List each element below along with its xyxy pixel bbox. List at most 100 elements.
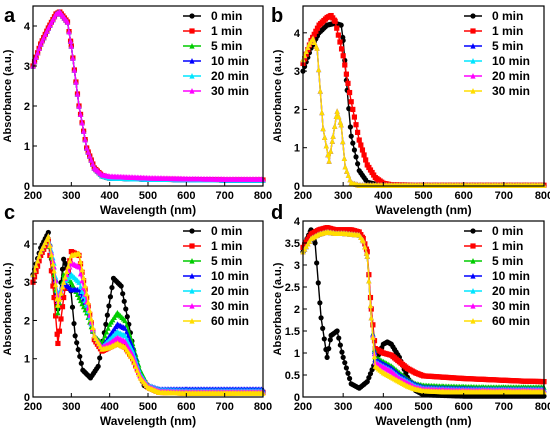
series-group xyxy=(300,225,547,399)
data-point xyxy=(95,363,101,369)
data-point xyxy=(33,54,39,60)
data-point xyxy=(56,296,63,302)
data-point xyxy=(58,289,64,296)
legend-entry: 30 min xyxy=(492,299,530,313)
data-point xyxy=(339,349,345,355)
legend-entry: 0 min xyxy=(492,224,523,238)
legend-entry: 1 min xyxy=(211,239,242,253)
data-point xyxy=(371,353,378,360)
data-point xyxy=(39,37,45,44)
data-point xyxy=(345,80,351,86)
data-point xyxy=(326,158,332,164)
x-tick-label: 300 xyxy=(334,190,352,202)
data-point xyxy=(38,252,44,259)
legend-swatch-marker xyxy=(189,288,195,294)
legend-swatch-marker xyxy=(470,303,476,309)
data-point xyxy=(59,266,66,272)
data-point xyxy=(82,282,88,289)
data-point xyxy=(77,111,84,117)
data-point xyxy=(47,242,53,249)
data-point xyxy=(346,89,353,96)
x-tick-label: 700 xyxy=(215,401,233,413)
legend-entry: 20 min xyxy=(492,284,530,298)
legend-swatch-marker xyxy=(189,43,195,49)
legend-swatch-marker xyxy=(470,243,476,249)
panel-label: d xyxy=(271,202,283,224)
data-point xyxy=(64,19,71,25)
y-axis-title: Absorbance (a.u.) xyxy=(2,49,14,142)
data-point xyxy=(355,129,361,135)
data-point xyxy=(107,294,114,300)
legend-swatch-marker xyxy=(189,13,195,19)
data-point xyxy=(320,125,326,132)
data-point xyxy=(104,328,110,335)
y-tick-label: 2 xyxy=(24,315,30,327)
data-point xyxy=(118,283,124,289)
legend-entry: 30 min xyxy=(492,84,530,98)
data-point xyxy=(38,248,44,255)
data-point xyxy=(131,359,137,366)
data-point xyxy=(90,161,96,167)
x-tick-label: 600 xyxy=(454,401,472,413)
data-point xyxy=(71,320,77,327)
legend-swatch-marker xyxy=(470,28,476,34)
data-point xyxy=(120,291,126,297)
data-point xyxy=(44,236,50,242)
data-point xyxy=(122,317,128,324)
legend-swatch-marker xyxy=(189,258,195,264)
y-tick-label: 3.5 xyxy=(285,238,300,250)
data-point xyxy=(67,38,74,44)
x-tick-label: 600 xyxy=(177,401,195,413)
legend-swatch-marker xyxy=(470,258,476,264)
data-point xyxy=(53,281,59,288)
y-tick-label: 1 xyxy=(24,354,30,366)
data-point xyxy=(325,151,331,158)
data-point xyxy=(90,324,96,330)
data-point xyxy=(367,371,374,377)
data-point xyxy=(41,242,47,249)
data-point xyxy=(70,55,76,61)
data-point xyxy=(324,354,330,360)
y-tick-label: 1.5 xyxy=(285,326,300,338)
data-point xyxy=(356,229,362,235)
data-point xyxy=(41,34,47,41)
legend-swatch-marker xyxy=(470,13,476,19)
data-point xyxy=(341,155,347,162)
data-point xyxy=(350,140,356,146)
data-point xyxy=(84,145,90,151)
data-point xyxy=(348,99,354,105)
data-point xyxy=(76,103,82,109)
legend-entry: 0 min xyxy=(211,224,242,238)
data-point xyxy=(104,312,110,318)
x-tick-label: 200 xyxy=(24,401,42,413)
x-tick-label: 300 xyxy=(62,190,80,202)
data-point xyxy=(362,243,368,250)
data-point xyxy=(77,353,83,360)
y-tick-label: 2.5 xyxy=(285,282,300,294)
x-axis-title: Wavelength (nm) xyxy=(100,414,196,428)
data-point xyxy=(302,242,308,248)
data-point xyxy=(305,44,311,50)
data-point xyxy=(62,285,68,291)
x-tick-label: 500 xyxy=(139,401,157,413)
legend-entry: 5 min xyxy=(492,39,523,53)
data-point xyxy=(88,157,94,163)
y-axis-title: Absorbance (a.u.) xyxy=(272,262,284,355)
x-tick-label: 400 xyxy=(100,190,118,202)
data-point xyxy=(340,138,346,145)
data-point xyxy=(353,122,359,128)
y-tick-label: 2 xyxy=(294,304,300,316)
panel-label: c xyxy=(4,202,15,224)
legend-entry: 20 min xyxy=(211,284,249,298)
legend-entry: 10 min xyxy=(211,269,249,283)
data-point xyxy=(319,109,325,116)
data-point xyxy=(122,325,128,331)
legend-entry: 5 min xyxy=(492,254,523,268)
data-point xyxy=(311,31,317,37)
legend-swatch-marker xyxy=(470,273,476,279)
data-point xyxy=(302,56,308,62)
data-point xyxy=(313,28,319,34)
x-tick-label: 200 xyxy=(294,401,312,413)
data-point xyxy=(75,346,81,353)
